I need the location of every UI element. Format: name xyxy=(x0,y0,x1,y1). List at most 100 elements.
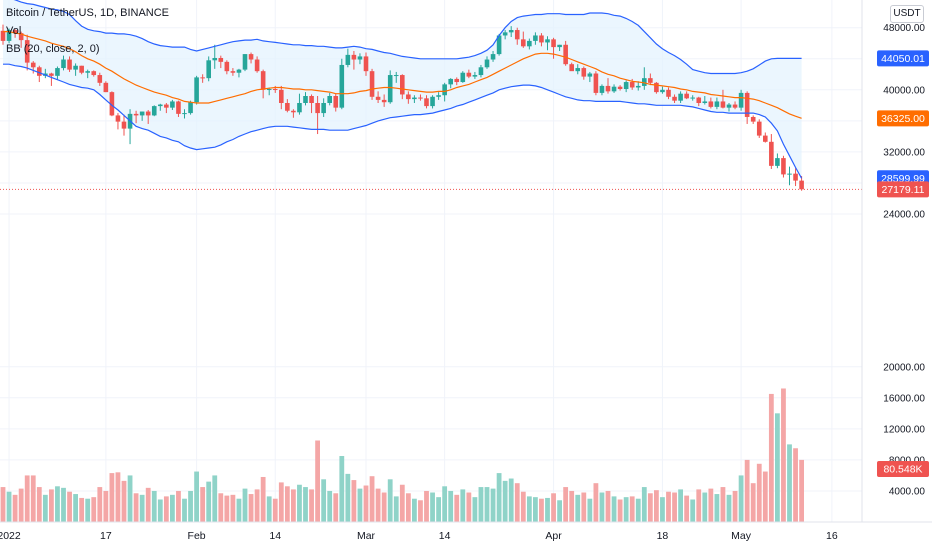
candle-body[interactable] xyxy=(164,104,169,108)
candle-body[interactable] xyxy=(400,75,405,95)
candle-body[interactable] xyxy=(533,35,538,41)
candle-body[interactable] xyxy=(291,110,296,113)
candle-body[interactable] xyxy=(587,73,593,77)
candle-body[interactable] xyxy=(212,57,218,61)
bollinger-legend[interactable]: BB (20, close, 2, 0) xyxy=(6,43,100,55)
candle-body[interactable] xyxy=(37,67,42,76)
candle-body[interactable] xyxy=(297,102,302,113)
candle-body[interactable] xyxy=(744,92,750,117)
candle-body[interactable] xyxy=(787,173,792,175)
candle-body[interactable] xyxy=(563,44,568,65)
candle-body[interactable] xyxy=(599,85,605,93)
candle-body[interactable] xyxy=(236,69,242,73)
candle-body[interactable] xyxy=(176,101,181,114)
candle-body[interactable] xyxy=(188,102,193,114)
candle-body[interactable] xyxy=(769,141,774,166)
candle-body[interactable] xyxy=(363,56,369,72)
candle-body[interactable] xyxy=(666,89,671,97)
candle-body[interactable] xyxy=(218,57,224,62)
candle-body[interactable] xyxy=(430,96,435,107)
price-axis[interactable] xyxy=(862,0,932,550)
candle-body[interactable] xyxy=(200,77,205,79)
candle-body[interactable] xyxy=(521,39,526,47)
candle-body[interactable] xyxy=(73,65,78,70)
candle-body[interactable] xyxy=(327,96,332,103)
candle-body[interactable] xyxy=(272,89,278,91)
candle-body[interactable] xyxy=(230,71,236,73)
candle-body[interactable] xyxy=(12,30,18,34)
candle-body[interactable] xyxy=(629,82,635,88)
candle-body[interactable] xyxy=(642,78,647,86)
candle-body[interactable] xyxy=(279,89,284,103)
candle-body[interactable] xyxy=(424,98,429,107)
candle-body[interactable] xyxy=(690,97,695,99)
candle-body[interactable] xyxy=(18,33,24,41)
candle-body[interactable] xyxy=(339,64,345,108)
candle-body[interactable] xyxy=(406,94,411,100)
candle-body[interactable] xyxy=(496,35,502,55)
candle-body[interactable] xyxy=(708,101,714,107)
candle-body[interactable] xyxy=(726,104,732,108)
candle-body[interactable] xyxy=(720,101,726,108)
candle-body[interactable] xyxy=(91,71,97,76)
candle-body[interactable] xyxy=(436,95,441,97)
candle-body[interactable] xyxy=(611,86,617,92)
candle-body[interactable] xyxy=(24,40,30,63)
candle-body[interactable] xyxy=(472,75,478,77)
currency-button[interactable]: USDT xyxy=(890,5,924,23)
candle-body[interactable] xyxy=(756,121,762,136)
candle-body[interactable] xyxy=(6,30,12,41)
candle-body[interactable] xyxy=(781,158,786,175)
candle-body[interactable] xyxy=(369,71,375,97)
candle-body[interactable] xyxy=(30,62,36,68)
candle-body[interactable] xyxy=(799,180,804,190)
candle-body[interactable] xyxy=(763,135,768,142)
candle-body[interactable] xyxy=(569,64,574,72)
candle-body[interactable] xyxy=(387,75,393,103)
candle-body[interactable] xyxy=(684,93,689,99)
candle-body[interactable] xyxy=(49,73,54,76)
volume-legend[interactable]: Vol xyxy=(6,25,22,37)
candle-body[interactable] xyxy=(266,89,272,91)
candle-body[interactable] xyxy=(151,106,157,116)
candle-body[interactable] xyxy=(696,97,702,103)
candle-body[interactable] xyxy=(260,71,266,90)
candle-body[interactable] xyxy=(605,85,611,92)
candle-body[interactable] xyxy=(508,30,514,33)
candle-body[interactable] xyxy=(145,111,151,116)
candle-body[interactable] xyxy=(0,30,6,41)
candle-body[interactable] xyxy=(678,93,683,101)
candle-body[interactable] xyxy=(466,72,472,77)
candle-body[interactable] xyxy=(345,54,351,65)
candle-body[interactable] xyxy=(478,67,484,76)
candle-body[interactable] xyxy=(490,54,496,60)
candle-body[interactable] xyxy=(67,59,72,70)
candle-body[interactable] xyxy=(454,78,460,83)
candle-body[interactable] xyxy=(375,96,381,100)
candle-body[interactable] xyxy=(593,73,599,93)
candle-body[interactable] xyxy=(182,113,187,115)
candle-body[interactable] xyxy=(412,97,417,100)
candle-body[interactable] xyxy=(285,102,290,111)
candle-body[interactable] xyxy=(617,86,623,90)
candle-body[interactable] xyxy=(85,71,90,73)
candle-body[interactable] xyxy=(545,39,550,43)
candle-body[interactable] xyxy=(248,54,254,60)
candle-body[interactable] xyxy=(158,104,163,107)
candle-body[interactable] xyxy=(702,101,708,103)
candle-body[interactable] xyxy=(750,116,756,122)
candle-body[interactable] xyxy=(333,96,339,108)
candle-body[interactable] xyxy=(527,40,532,47)
candle-body[interactable] xyxy=(442,84,447,96)
candle-body[interactable] xyxy=(654,82,659,93)
candle-body[interactable] xyxy=(115,115,121,122)
candle-body[interactable] xyxy=(242,54,248,70)
candle-body[interactable] xyxy=(738,92,744,108)
candle-body[interactable] xyxy=(418,97,423,99)
candle-body[interactable] xyxy=(109,92,115,116)
candle-body[interactable] xyxy=(484,59,490,68)
candle-body[interactable] xyxy=(793,173,798,181)
candle-body[interactable] xyxy=(623,82,629,90)
